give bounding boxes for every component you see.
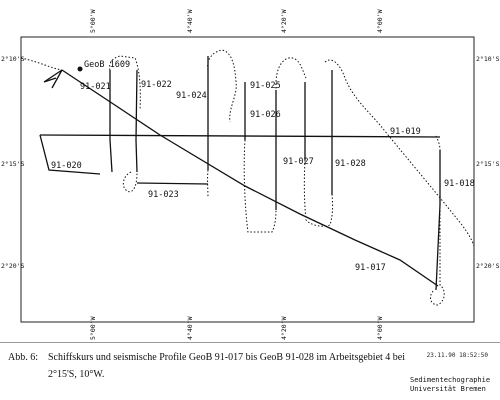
left-lat-label-2: 2°15'S: [1, 160, 25, 168]
bottom-lon-label-4: 4°00'W: [376, 316, 384, 340]
figure-caption-line-1: Schiffskurs und seismische Profile GeoB …: [48, 352, 405, 363]
station-label: GeoB 1609: [84, 60, 130, 70]
caption-divider: [0, 342, 500, 343]
left-lat-label-3: 2°20'S: [1, 262, 25, 270]
profile-label-91-021: 91-021: [80, 82, 111, 92]
left-lat-label-1: 2°10'S: [1, 55, 25, 63]
top-lon-label-4: 4°00'W: [376, 9, 384, 33]
profile-label-91-027: 91-027: [283, 157, 314, 167]
institution-line-2: Universität Bremen: [410, 385, 486, 393]
figure-caption-line-2: 2°15'S, 10°W.: [48, 369, 105, 380]
profile-label-91-022: 91-022: [141, 80, 172, 90]
bottom-lon-label-2: 4°40'W: [186, 316, 194, 340]
right-lat-label-3: 2°20'S: [476, 262, 500, 270]
top-lon-label-3: 4°20'W: [280, 9, 288, 33]
seismic-profiles: [39, 56, 441, 291]
profile-91-023-line: [136, 182, 209, 185]
bottom-lon-label-3: 4°20'W: [280, 316, 288, 340]
station-marker: [77, 66, 83, 72]
profile-label-91-026: 91-026: [250, 110, 281, 120]
profile-91-020-line: [39, 134, 101, 175]
timestamp-stamp: 23.11.90 18:52:50: [426, 352, 488, 359]
profile-91-017-line: [61, 69, 439, 287]
profile-label-91-020: 91-020: [51, 161, 82, 171]
right-lat-label-2: 2°15'S: [476, 160, 500, 168]
right-lat-label-1: 2°10'S: [476, 55, 500, 63]
track-start-arrow-icon: [43, 69, 63, 89]
bottom-lon-label-1: 5°00'W: [89, 316, 97, 340]
figure-label: Abb. 6:: [8, 352, 38, 363]
profile-label-91-018: 91-018: [444, 179, 475, 189]
profile-label-91-028: 91-028: [335, 159, 366, 169]
profile-91-019-line: [39, 134, 441, 138]
profile-label-91-019: 91-019: [390, 127, 421, 137]
institution-line-1: Sedimentechographie: [410, 376, 491, 384]
profile-label-91-017: 91-017: [355, 263, 386, 273]
top-lon-label-1: 5°00'W: [89, 9, 97, 33]
profile-91-018-line: [435, 150, 441, 291]
survey-map: 5°00'W 4°40'W 4°20'W 4°00'W 5°00'W 4°40'…: [1, 9, 500, 340]
map-frame: [20, 36, 475, 323]
profile-label-91-025: 91-025: [250, 81, 281, 91]
profile-91-021-line: [109, 70, 113, 173]
ship-track-dotted: [20, 49, 475, 306]
profile-label-91-024: 91-024: [176, 91, 207, 101]
profile-label-91-023: 91-023: [148, 190, 179, 200]
top-lon-label-2: 4°40'W: [186, 9, 194, 33]
profile-91-022-line: [135, 69, 138, 173]
